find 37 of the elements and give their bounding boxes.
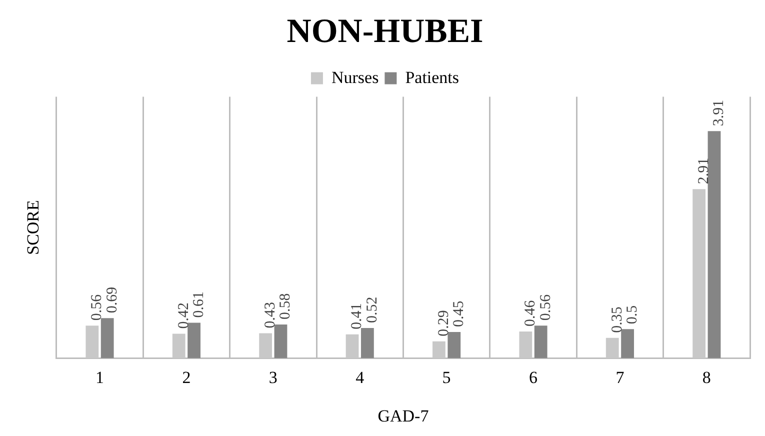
bar — [708, 131, 721, 358]
x-tick-label: 8 — [702, 368, 711, 387]
x-tick-label: 3 — [268, 368, 278, 387]
data-label: 2.91 — [696, 158, 712, 184]
bar — [448, 332, 461, 358]
data-label: 0.35 — [609, 306, 626, 333]
bar — [360, 328, 374, 358]
data-label: 0.46 — [522, 300, 539, 326]
x-tick-label: 1 — [96, 368, 104, 387]
x-tick-label: 7 — [616, 368, 625, 387]
x-tick-label: 4 — [356, 368, 365, 387]
data-label: 0.5 — [624, 305, 640, 324]
data-label: 0.43 — [262, 302, 278, 328]
data-label: 0.56 — [89, 294, 106, 321]
x-tick-label: 2 — [182, 368, 191, 387]
chart-title: NON-HUBEI — [286, 13, 484, 50]
legend-label: Nurses — [331, 68, 379, 87]
x-tick-label: 5 — [442, 368, 451, 387]
data-label: 0.42 — [176, 302, 192, 329]
legend-label: Patients — [405, 68, 460, 87]
x-axis-title: GAD-7 — [378, 406, 430, 426]
bar — [100, 318, 114, 358]
data-label: 0.29 — [436, 310, 452, 336]
x-tick-label: 6 — [529, 368, 538, 387]
data-label: 0.61 — [190, 292, 207, 318]
bar — [621, 329, 634, 358]
data-label: 0.58 — [278, 293, 294, 320]
data-label: 0.69 — [104, 286, 120, 314]
bar — [274, 324, 288, 358]
bar — [188, 322, 200, 358]
data-label: 0.56 — [538, 294, 554, 321]
data-label: 0.52 — [364, 296, 380, 323]
data-label: 0.45 — [451, 300, 468, 328]
data-label: 3.91 — [711, 100, 728, 126]
data-label: 0.41 — [349, 303, 366, 330]
bar — [534, 326, 548, 358]
y-axis-title: SCORE — [24, 200, 43, 255]
